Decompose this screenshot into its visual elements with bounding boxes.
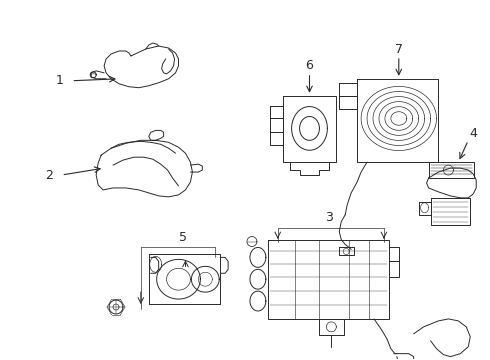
Text: 2: 2 xyxy=(46,168,53,181)
Text: 6: 6 xyxy=(306,59,314,72)
Text: 5: 5 xyxy=(179,231,188,244)
Text: 1: 1 xyxy=(55,74,63,87)
Text: 3: 3 xyxy=(325,211,333,224)
Text: 4: 4 xyxy=(469,127,477,140)
Text: 7: 7 xyxy=(395,42,403,55)
